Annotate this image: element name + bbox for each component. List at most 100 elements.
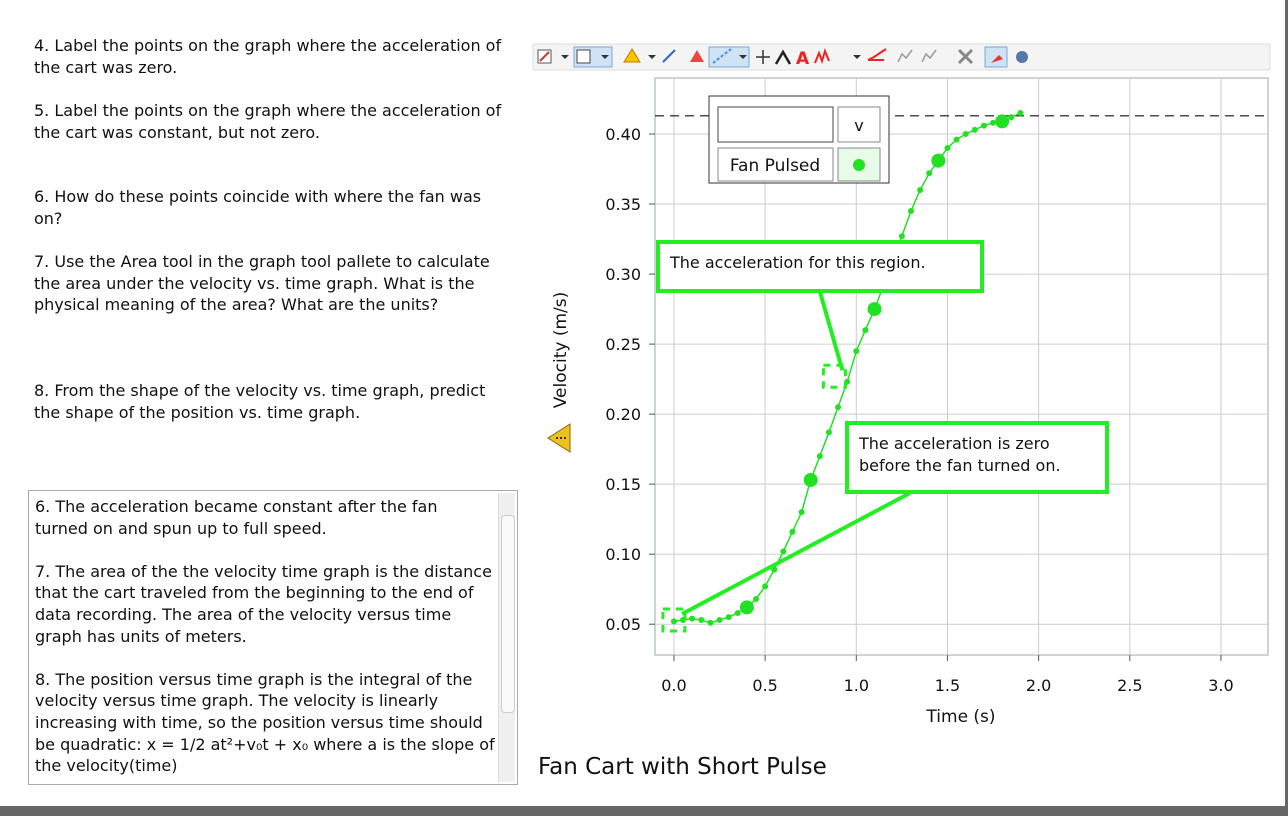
tool-icon[interactable] bbox=[690, 50, 704, 62]
annotation-pointer bbox=[818, 291, 845, 371]
y-tick-label: 0.20 bbox=[605, 405, 641, 424]
data-point bbox=[670, 618, 677, 625]
data-point bbox=[798, 509, 805, 516]
tool-icon[interactable] bbox=[756, 50, 770, 64]
tool-icon bbox=[576, 49, 591, 64]
tool-icon[interactable] bbox=[814, 47, 830, 65]
question: 6. How do these points coincide with whe… bbox=[34, 187, 482, 228]
legend-run: Fan Pulsed bbox=[730, 156, 820, 176]
data-point bbox=[931, 153, 946, 168]
x-tick-label: 2.5 bbox=[1117, 676, 1142, 695]
tool-button[interactable] bbox=[984, 46, 1008, 68]
dropdown[interactable] bbox=[648, 55, 656, 59]
tool-icon[interactable] bbox=[623, 48, 641, 63]
x-tick-label: 1.5 bbox=[935, 676, 960, 695]
question: 5. Label the points on the graph where t… bbox=[34, 101, 502, 142]
answer: 6. The acceleration became constant afte… bbox=[35, 497, 438, 538]
data-point bbox=[926, 170, 933, 177]
annotation: The acceleration is zero before the fan … bbox=[845, 421, 1109, 494]
dropdown[interactable] bbox=[561, 55, 569, 59]
data-point bbox=[867, 302, 882, 317]
tool-icon[interactable] bbox=[1016, 51, 1028, 63]
data-point bbox=[853, 348, 860, 355]
scroll-thumb[interactable] bbox=[501, 515, 515, 713]
x-tick-label: 1.0 bbox=[844, 676, 869, 695]
warning-icon bbox=[547, 423, 571, 453]
data-point bbox=[707, 619, 714, 626]
data-point bbox=[762, 583, 769, 590]
y-tick-label: 0.35 bbox=[605, 195, 641, 214]
y-tick-label: 0.15 bbox=[605, 475, 641, 494]
answer: 7. The area of the the velocity time gra… bbox=[35, 561, 492, 646]
tool-icon[interactable] bbox=[957, 48, 974, 65]
dropdown[interactable] bbox=[739, 55, 747, 59]
data-point bbox=[898, 233, 905, 240]
y-axis-label: Velocity (m/s) bbox=[551, 292, 571, 409]
dropdown[interactable] bbox=[853, 55, 861, 59]
tool-icon bbox=[712, 48, 732, 64]
annotation: The acceleration for this region. bbox=[656, 240, 984, 293]
toolbar-bg bbox=[532, 43, 1271, 71]
data-point bbox=[725, 614, 732, 621]
data-point bbox=[862, 327, 869, 334]
annotation-anchor bbox=[821, 363, 847, 389]
data-point bbox=[689, 615, 696, 622]
data-point bbox=[995, 114, 1010, 129]
data-point bbox=[944, 145, 951, 152]
tool-icon bbox=[539, 51, 550, 62]
x-axis-label: Time (s) bbox=[925, 707, 995, 727]
data-point bbox=[1008, 114, 1015, 121]
data-point bbox=[907, 208, 914, 215]
data-point bbox=[789, 528, 796, 535]
legend: v Fan Pulsed bbox=[708, 95, 890, 184]
legend-marker bbox=[853, 159, 865, 171]
data-point bbox=[780, 548, 787, 555]
tool-icon[interactable] bbox=[867, 48, 887, 61]
data-point bbox=[980, 122, 987, 129]
chart-title: Fan Cart with Short Pulse bbox=[538, 754, 827, 780]
answer-textarea[interactable]: 6. The acceleration became constant afte… bbox=[28, 490, 518, 785]
scrollbar[interactable] bbox=[498, 493, 515, 782]
legend-cell bbox=[837, 106, 881, 143]
x-tick-label: 2.0 bbox=[1026, 676, 1051, 695]
data-point bbox=[962, 131, 969, 138]
legend-series: v bbox=[854, 116, 863, 135]
question: 7. Use the Area tool in the graph tool p… bbox=[34, 252, 490, 314]
data-point bbox=[753, 595, 760, 602]
data-point bbox=[816, 453, 823, 460]
tool-icon[interactable]: A bbox=[796, 49, 810, 69]
data-point bbox=[917, 187, 924, 194]
annotation-anchor bbox=[661, 607, 687, 633]
x-tick-label: 0.0 bbox=[661, 676, 686, 695]
dropdown[interactable] bbox=[601, 55, 609, 59]
tool-icon[interactable] bbox=[662, 49, 676, 63]
data-point bbox=[739, 600, 754, 615]
legend-cell bbox=[717, 106, 834, 143]
y-tick-label: 0.30 bbox=[605, 265, 641, 284]
answer: 8. The position versus time graph is the… bbox=[35, 669, 495, 776]
annotation-pointer bbox=[681, 491, 911, 616]
tool-icon bbox=[991, 55, 1003, 63]
data-point bbox=[803, 472, 818, 487]
tool-icon[interactable] bbox=[774, 49, 792, 65]
data-point bbox=[825, 429, 832, 436]
data-point bbox=[953, 136, 960, 143]
data-point bbox=[971, 126, 978, 133]
y-tick-label: 0.05 bbox=[605, 615, 641, 634]
data-point bbox=[835, 404, 842, 411]
x-tick-label: 3.0 bbox=[1208, 676, 1233, 695]
data-point bbox=[990, 119, 997, 126]
data-point bbox=[716, 616, 723, 623]
warning-icon bbox=[547, 423, 571, 453]
y-tick-label: 0.40 bbox=[605, 125, 641, 144]
y-tick-label: 0.10 bbox=[605, 545, 641, 564]
y-tick-label: 0.25 bbox=[605, 335, 641, 354]
tool-button[interactable] bbox=[708, 46, 750, 68]
data-point bbox=[734, 609, 741, 616]
legend-cell bbox=[717, 147, 834, 182]
tool-icon[interactable] bbox=[897, 49, 937, 63]
toolbar: A bbox=[532, 43, 1271, 71]
x-tick-label: 0.5 bbox=[752, 676, 777, 695]
